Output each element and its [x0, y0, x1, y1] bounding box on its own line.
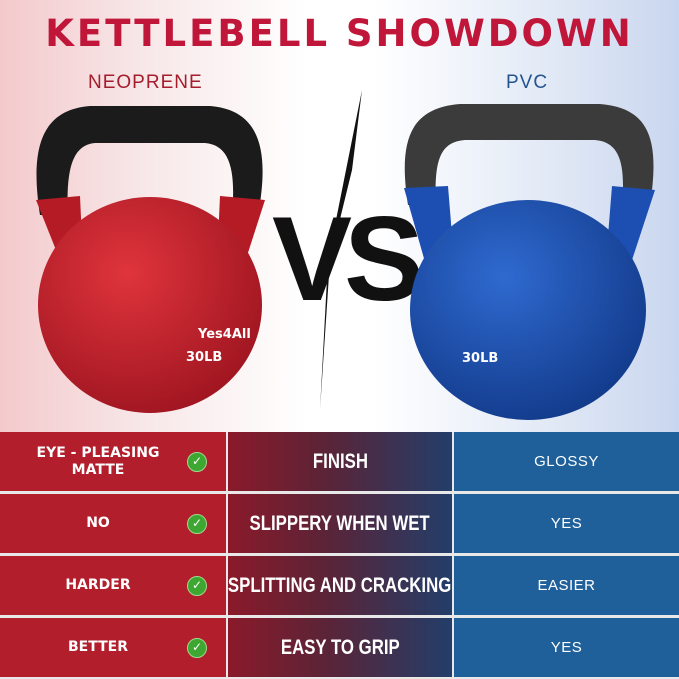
- check-circle-icon: ✓: [187, 513, 207, 534]
- neoprene-weight-label: 30LB: [186, 350, 222, 365]
- feature-cell: SPLITTING AND CRACKING: [228, 556, 452, 615]
- neoprene-label: NEOPRENE: [88, 72, 203, 93]
- neoprene-kettlebell: Yes4All 30LB: [36, 106, 265, 413]
- table-row: HARDER ✓ SPLITTING AND CRACKING EASIER: [0, 556, 679, 615]
- pvc-cell: EASIER: [454, 556, 679, 615]
- table-row: EYE - PLEASING MATTE ✓ FINISH GLOSSY: [0, 432, 679, 491]
- pvc-cell: GLOSSY: [454, 432, 679, 491]
- check-circle-icon: ✓: [187, 575, 207, 596]
- table-row: BETTER ✓ EASY TO GRIP YES: [0, 618, 679, 677]
- vs-graphic: VS: [272, 90, 428, 410]
- pvc-weight-label: 30LB: [462, 351, 498, 366]
- pvc-cell: YES: [454, 618, 679, 677]
- neoprene-cell: EYE - PLEASING MATTE ✓: [0, 432, 226, 491]
- product-illustration: Yes4All 30LB VS 30LB: [36, 90, 655, 420]
- page-title: KETTLEBELL SHOWDOWN: [45, 12, 634, 55]
- brand-logo: Yes4All: [197, 327, 251, 342]
- feature-cell: FINISH: [228, 432, 452, 491]
- check-circle-icon: ✓: [187, 637, 207, 658]
- comparison-table: EYE - PLEASING MATTE ✓ FINISH GLOSSY NO ✓ …: [0, 432, 679, 679]
- feature-cell: SLIPPERY WHEN WET: [228, 494, 452, 553]
- table-row: NO ✓ SLIPPERY WHEN WET YES: [0, 494, 679, 553]
- pvc-label: PVC: [506, 72, 549, 93]
- check-circle-icon: ✓: [187, 451, 207, 472]
- pvc-cell: YES: [454, 494, 679, 553]
- svg-text:VS: VS: [272, 192, 420, 326]
- neoprene-cell: BETTER ✓: [0, 618, 226, 677]
- neoprene-cell: NO ✓: [0, 494, 226, 553]
- pvc-kettlebell: 30LB: [404, 104, 655, 420]
- feature-cell: EASY TO GRIP: [228, 618, 452, 677]
- neoprene-cell: HARDER ✓: [0, 556, 226, 615]
